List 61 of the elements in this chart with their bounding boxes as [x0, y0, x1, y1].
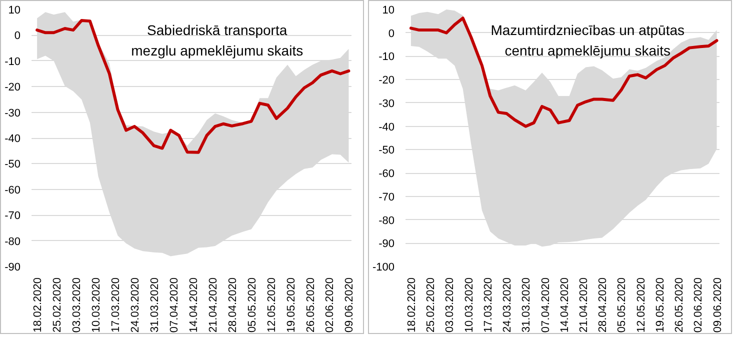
x-tick-label: 03.03.2020 [444, 277, 456, 333]
x-tick-label: 14.04.2020 [188, 277, 200, 333]
y-tick-label: -90 [4, 262, 21, 274]
text: Sabiedriskā transporta mezglu apmeklējumu skaits [131, 22, 304, 59]
x-tick-label: 17.03.2020 [482, 277, 494, 333]
y-tick-label: 10 [382, 4, 395, 16]
text: Mazumtirdzniecības un atpūtas centru apmeklējumu skaits [490, 22, 685, 59]
x-tick-label: 05.05.2020 [246, 277, 258, 333]
x-tick-label: 10.03.2020 [463, 277, 476, 333]
y-tick-label: -10 [4, 56, 21, 68]
y-tick-label: -80 [4, 236, 21, 248]
x-tick-label: 12.05.2020 [266, 277, 278, 333]
y-tick-label: 0 [388, 28, 395, 40]
x-tick-label: 19.05.2020 [654, 277, 666, 333]
x-tick-label: 09.06.2020 [712, 277, 724, 333]
y-tick-label: -100 [372, 262, 395, 274]
y-tick-label: -30 [4, 107, 21, 120]
x-tick-label: 25.02.2020 [425, 277, 438, 333]
x-tick-label: 26.05.2020 [674, 277, 686, 333]
x-tick-label: 05.05.2020 [616, 277, 628, 333]
y-tick-label: -30 [378, 98, 395, 110]
x-tick-label: 12.05.2020 [635, 277, 648, 333]
y-tick-label: -20 [378, 74, 395, 87]
y-tick-label: -70 [378, 191, 395, 204]
y-tick-label: -50 [378, 144, 395, 157]
y-tick-label: -50 [4, 158, 21, 171]
x-tick-label: 07.04.2020 [540, 277, 552, 333]
x-tick-label: 28.04.2020 [597, 277, 610, 333]
x-tick-label: 18.02.2020 [406, 277, 418, 333]
x-tick-label: 14.04.2020 [558, 277, 571, 333]
x-tick-label: 03.03.2020 [71, 277, 84, 333]
x-tick-label: 17.03.2020 [110, 277, 122, 333]
x-tick-label: 19.05.2020 [285, 277, 298, 333]
x-tick-label: 24.03.2020 [502, 277, 514, 333]
x-tick-label: 09.06.2020 [344, 277, 356, 333]
x-tick-label: 10.03.2020 [90, 277, 102, 333]
x-tick-label: 24.03.2020 [129, 277, 142, 333]
x-tick-label: 07.04.2020 [168, 277, 180, 333]
y-tick-label: -90 [378, 238, 395, 250]
x-tick-label: 21.04.2020 [207, 277, 220, 333]
y-tick-label: -40 [4, 133, 21, 145]
line-series [409, 16, 718, 128]
y-tick-label: 0 [14, 30, 21, 42]
y-tick-label: -80 [378, 214, 395, 227]
x-tick-label: 31.03.2020 [520, 277, 533, 333]
x-tick-label: 25.02.2020 [52, 277, 64, 333]
y-tick-label: -20 [4, 82, 21, 94]
y-tick-label: -40 [378, 121, 395, 134]
x-tick-label: 02.06.2020 [692, 277, 705, 333]
y-tick-label: 10 [8, 4, 21, 16]
line-series [36, 19, 350, 154]
x-tick-label: 31.03.2020 [148, 277, 161, 333]
x-tick-label: 02.06.2020 [324, 277, 336, 333]
y-tick-label: -60 [378, 168, 395, 180]
x-tick-label: 28.04.2020 [226, 277, 239, 333]
y-tick-label: -10 [378, 51, 395, 64]
x-tick-label: 26.05.2020 [304, 277, 317, 333]
y-tick-label: -70 [4, 210, 21, 222]
x-tick-label: 21.04.2020 [578, 277, 590, 333]
y-tick-label: -60 [4, 184, 21, 196]
x-tick-label: 18.02.2020 [32, 277, 44, 333]
